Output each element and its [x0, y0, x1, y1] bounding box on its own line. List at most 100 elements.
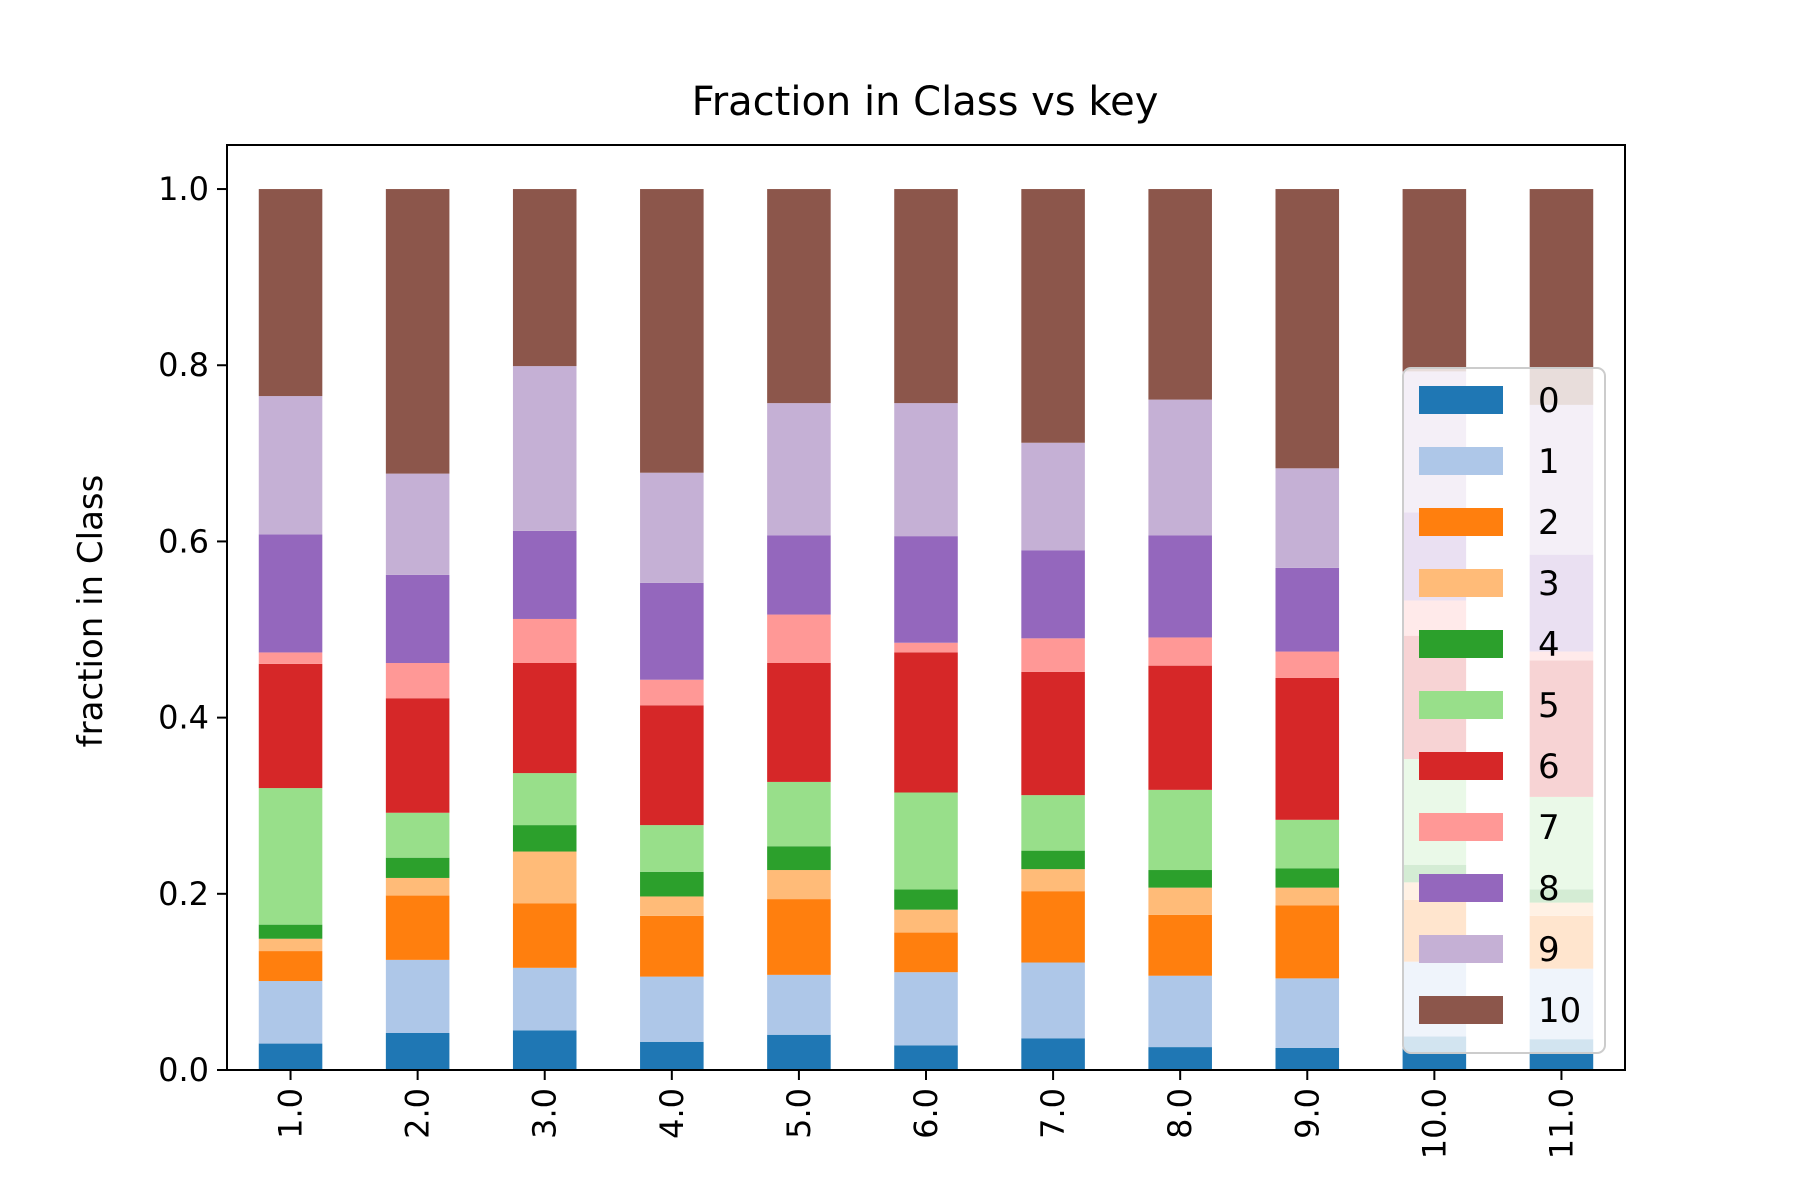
bar-segment-2.0-class-1 — [385, 959, 450, 1033]
legend-label-2: 2 — [1538, 503, 1560, 543]
bar-segment-5.0-class-8 — [767, 535, 831, 615]
bar-segment-9.0-class-8 — [1275, 567, 1340, 652]
bar-segment-4.0-class-6 — [640, 705, 704, 826]
bar-segment-3.0-class-1 — [512, 967, 577, 1031]
y-tick-label: 0.2 — [158, 875, 209, 913]
legend-swatch-10 — [1419, 996, 1503, 1024]
bar-segment-2.0-class-2 — [385, 895, 450, 960]
bar-segment-9.0-class-6 — [1275, 677, 1340, 820]
bar-segment-2.0-class-7 — [385, 663, 450, 699]
bar-segment-8.0-class-10 — [1148, 189, 1212, 400]
bar-segment-3.0-class-3 — [512, 851, 577, 904]
bar-segment-3.0-class-5 — [512, 773, 577, 826]
bar-segment-6.0-class-0 — [894, 1045, 958, 1070]
y-tick-label: 1.0 — [158, 170, 209, 208]
y-tick-label: 0.0 — [158, 1051, 209, 1089]
bar-segment-1.0-class-9 — [258, 396, 323, 535]
bar-segment-9.0-class-7 — [1275, 651, 1340, 678]
bar-segment-8.0-class-3 — [1148, 887, 1212, 915]
bar-segment-3.0-class-0 — [512, 1030, 577, 1070]
bar-segment-7.0-class-7 — [1021, 638, 1085, 672]
legend-swatch-9 — [1419, 935, 1503, 963]
bar-segment-9.0-class-5 — [1275, 819, 1340, 869]
bar-segment-6.0-class-10 — [894, 189, 958, 404]
bar-segment-5.0-class-6 — [767, 663, 831, 782]
legend-label-9: 9 — [1538, 930, 1560, 970]
bar-segment-4.0-class-3 — [640, 896, 704, 916]
legend-label-7: 7 — [1538, 808, 1560, 848]
bar-segment-1.0-class-5 — [258, 788, 323, 925]
bar-segment-2.0-class-6 — [385, 698, 450, 813]
bar-segment-3.0-class-8 — [512, 530, 577, 619]
bar-segment-4.0-class-2 — [640, 915, 704, 977]
bar-segment-4.0-class-1 — [640, 976, 704, 1042]
bar-segment-1.0-class-4 — [258, 924, 323, 939]
bar-segment-8.0-class-8 — [1148, 535, 1212, 638]
bar-segment-7.0-class-8 — [1021, 550, 1085, 639]
chart-title: Fraction in Class vs key — [692, 79, 1159, 125]
bar-segment-6.0-class-8 — [894, 536, 958, 643]
x-tick-label: 7.0 — [1034, 1088, 1072, 1139]
legend-label-6: 6 — [1538, 747, 1560, 787]
bar-segment-1.0-class-10 — [258, 189, 323, 397]
bar-segment-2.0-class-9 — [385, 473, 450, 575]
bar-segment-5.0-class-4 — [767, 846, 831, 871]
bar-segment-9.0-class-3 — [1275, 887, 1340, 906]
x-tick-label: 2.0 — [399, 1088, 437, 1139]
x-tick-label: 9.0 — [1288, 1088, 1326, 1139]
bar-segment-4.0-class-0 — [640, 1041, 704, 1070]
y-tick-label: 0.8 — [158, 346, 209, 384]
bar-segment-2.0-class-5 — [385, 812, 450, 858]
legend-label-10: 10 — [1538, 991, 1581, 1031]
bar-segment-5.0-class-9 — [767, 403, 831, 536]
bar-segment-3.0-class-7 — [512, 618, 577, 663]
bar-segment-8.0-class-5 — [1148, 789, 1212, 871]
bar-segment-9.0-class-1 — [1275, 978, 1340, 1048]
bar-segment-8.0-class-4 — [1148, 870, 1212, 888]
bar-segment-3.0-class-9 — [512, 366, 577, 531]
x-tick-label: 1.0 — [272, 1088, 310, 1139]
bar-segment-6.0-class-9 — [894, 403, 958, 537]
bars-group — [258, 189, 1594, 1070]
legend-label-1: 1 — [1538, 442, 1560, 482]
bar-segment-3.0-class-4 — [512, 825, 577, 852]
bar-segment-9.0-class-0 — [1275, 1047, 1340, 1070]
bar-segment-3.0-class-2 — [512, 903, 577, 968]
y-tick-label: 0.4 — [158, 699, 209, 737]
bar-segment-1.0-class-1 — [258, 981, 323, 1044]
bar-segment-1.0-class-8 — [258, 534, 323, 653]
bar-segment-6.0-class-6 — [894, 652, 958, 793]
bar-segment-1.0-class-3 — [258, 938, 323, 952]
bar-segment-5.0-class-2 — [767, 899, 831, 975]
bar-segment-10.0-class-10 — [1402, 189, 1467, 372]
x-tick-label: 10.0 — [1415, 1088, 1453, 1159]
legend-swatch-4 — [1419, 630, 1503, 658]
x-axis-ticks: 1.0 2.0 3.0 4.0 5.0 6.0 7.0 8.0 9.0 10.0 11.0 — [272, 1070, 1580, 1159]
bar-segment-9.0-class-2 — [1275, 905, 1340, 979]
bar-segment-5.0-class-10 — [767, 189, 831, 404]
bar-segment-2.0-class-4 — [385, 857, 450, 878]
bar-segment-8.0-class-0 — [1148, 1047, 1212, 1070]
bar-segment-7.0-class-1 — [1021, 962, 1085, 1039]
bar-segment-9.0-class-9 — [1275, 468, 1340, 568]
legend-swatch-7 — [1419, 813, 1503, 841]
legend-label-3: 3 — [1538, 564, 1560, 604]
legend-label-8: 8 — [1538, 869, 1560, 909]
bar-segment-7.0-class-9 — [1021, 442, 1085, 551]
legend-swatch-5 — [1419, 691, 1503, 719]
bar-segment-6.0-class-3 — [894, 909, 958, 933]
bar-segment-2.0-class-10 — [385, 189, 450, 474]
bar-segment-5.0-class-1 — [767, 974, 831, 1035]
bar-segment-6.0-class-5 — [894, 792, 958, 890]
bar-segment-6.0-class-4 — [894, 889, 958, 910]
bar-segment-4.0-class-8 — [640, 582, 704, 680]
bar-segment-1.0-class-7 — [258, 652, 323, 664]
bar-segment-9.0-class-4 — [1275, 868, 1340, 888]
bar-segment-4.0-class-5 — [640, 825, 704, 872]
bar-segment-6.0-class-2 — [894, 932, 958, 973]
legend-swatch-3 — [1419, 569, 1503, 597]
bar-segment-8.0-class-1 — [1148, 975, 1212, 1048]
bar-segment-2.0-class-8 — [385, 574, 450, 663]
x-tick-label: 5.0 — [780, 1088, 818, 1139]
